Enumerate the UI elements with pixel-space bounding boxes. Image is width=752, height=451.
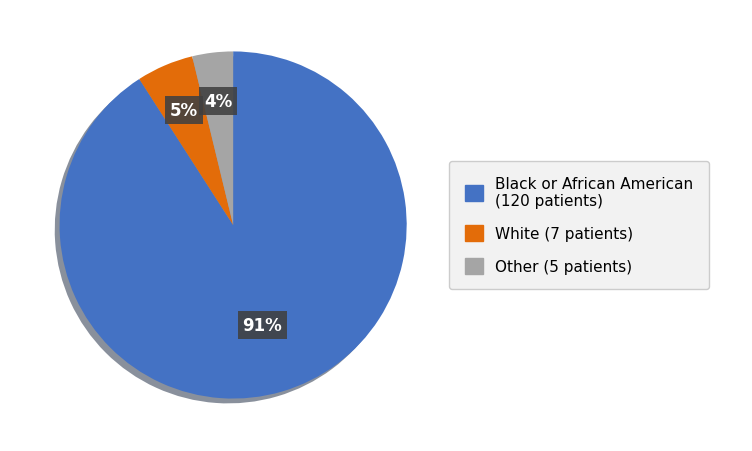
Text: 91%: 91% (243, 316, 282, 334)
Text: 4%: 4% (204, 93, 232, 110)
Wedge shape (59, 52, 407, 399)
Wedge shape (193, 52, 233, 226)
Wedge shape (139, 57, 233, 226)
Legend: Black or African American
(120 patients), White (7 patients), Other (5 patients): Black or African American (120 patients)… (450, 161, 708, 290)
Text: 5%: 5% (170, 102, 198, 120)
